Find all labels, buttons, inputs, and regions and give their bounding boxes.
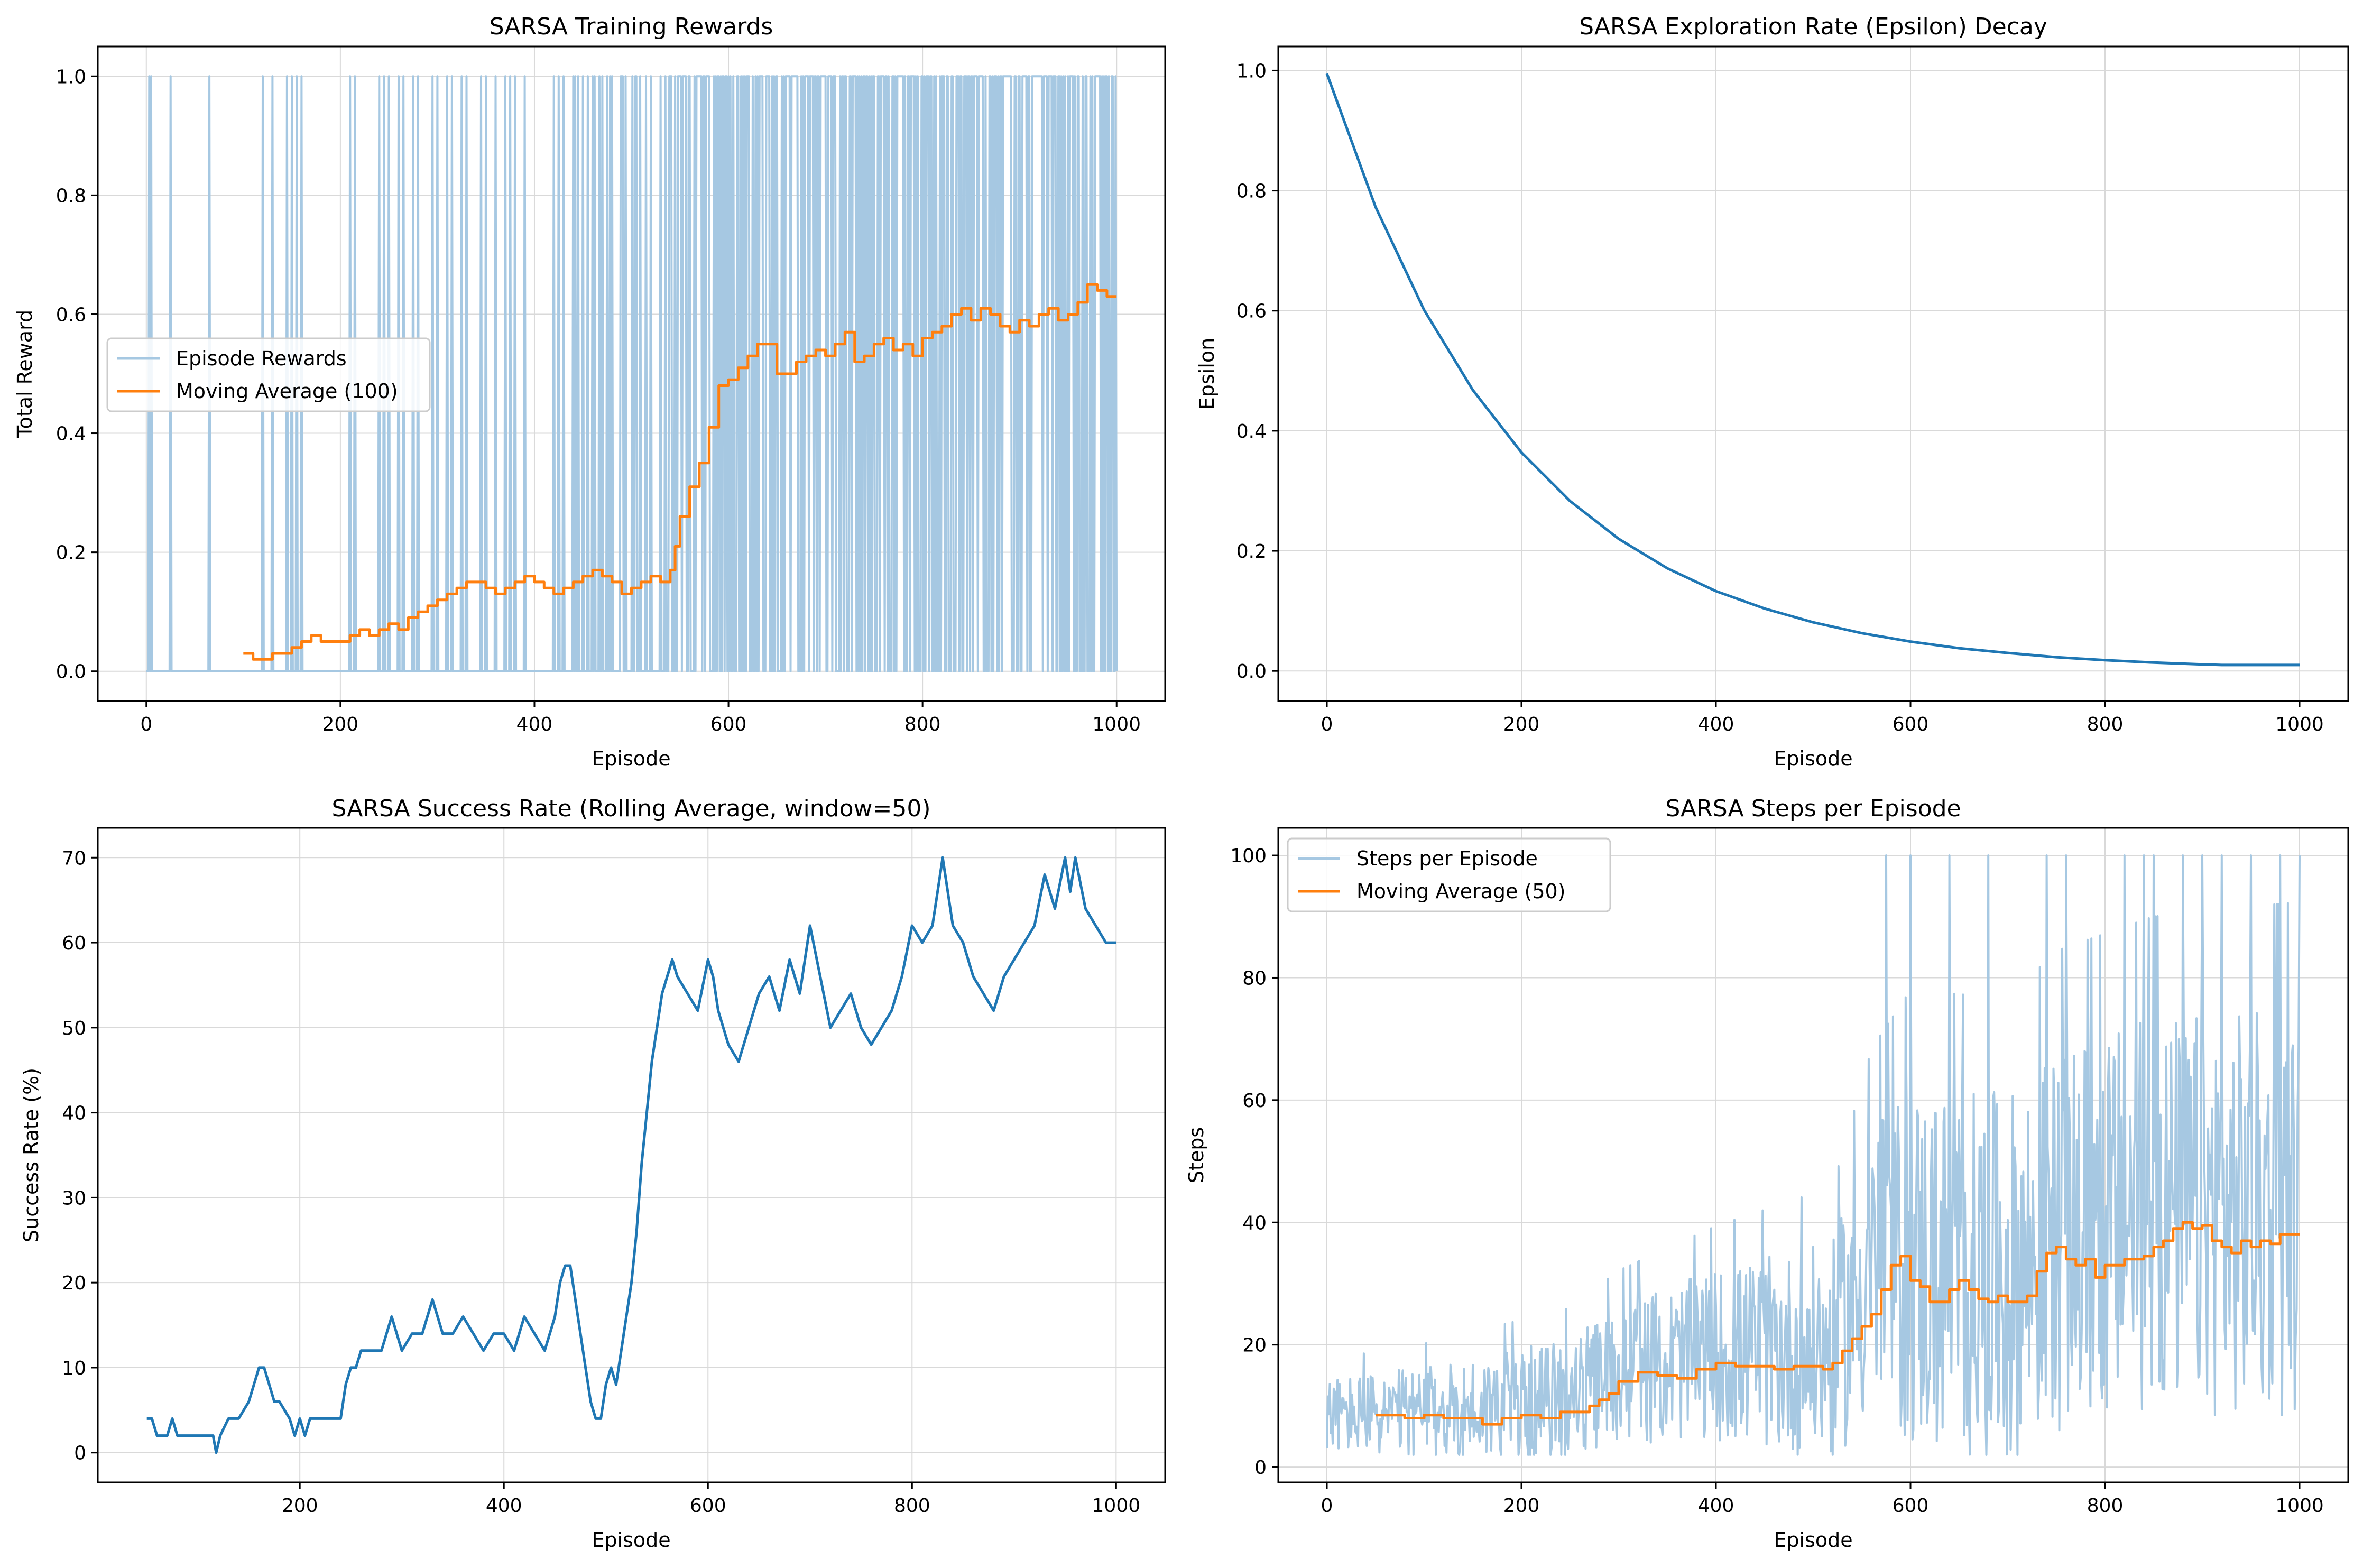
rewards-xtick-label: 1000 <box>1092 714 1141 735</box>
epsilon-series-line-line <box>1325 73 2300 667</box>
rewards-chart: SARSA Training Rewards 0 200 400 600 800 1000… <box>13 13 1166 770</box>
success-xtick-label: 400 <box>486 1495 522 1517</box>
epsilon-ytick-label: 0.2 <box>1236 541 1267 562</box>
rewards-chart-ylabel: Total Reward <box>13 310 36 438</box>
rewards-series-moving-average-line <box>243 283 1117 661</box>
steps-ytick-label: 0 <box>1254 1457 1267 1479</box>
success-ytick-label: 30 <box>62 1187 86 1209</box>
success-ytick-label: 40 <box>62 1103 86 1124</box>
epsilon-xtick-label: 600 <box>1893 714 1929 735</box>
success-ytick-label: 10 <box>62 1358 86 1379</box>
steps-ytick-label: 100 <box>1230 845 1267 867</box>
steps-ytick-label: 20 <box>1242 1335 1267 1357</box>
success-ytick-label: 60 <box>62 933 86 954</box>
rewards-ytick-label: 1.0 <box>56 66 86 88</box>
steps-ytick-label: 40 <box>1242 1212 1267 1234</box>
rewards-legend-label-episode: Episode Rewards <box>176 347 347 370</box>
success-ytick-label: 0 <box>74 1443 86 1464</box>
success-ytick-label: 70 <box>62 847 86 869</box>
success-series-line-line <box>146 856 1116 1454</box>
success-chart-xlabel: Episode <box>592 1528 670 1552</box>
steps-xtick-label: 1000 <box>2275 1495 2324 1517</box>
steps-chart: SARSA Steps per Episode 0 200 400 600 800 100… <box>1185 795 2349 1552</box>
success-xtick-label: 1000 <box>1092 1495 1141 1517</box>
epsilon-chart-xlabel: Episode <box>1774 747 1852 770</box>
epsilon-xtick-label: 0 <box>1321 714 1333 735</box>
rewards-ytick-label: 0.2 <box>56 542 86 564</box>
rewards-ytick-label: 0.8 <box>56 185 86 207</box>
rewards-xtick-label: 600 <box>710 714 747 735</box>
success-xtick-label: 600 <box>690 1495 726 1517</box>
rewards-chart-frame <box>97 45 1166 702</box>
rewards-ytick-label: 0.4 <box>56 423 86 445</box>
epsilon-xtick-label: 400 <box>1698 714 1734 735</box>
steps-xtick-label: 400 <box>1698 1495 1734 1517</box>
success-xtick-label: 200 <box>282 1495 318 1517</box>
success-chart-frame <box>97 827 1166 1483</box>
rewards-xtick-label: 800 <box>904 714 941 735</box>
epsilon-xtick-label: 800 <box>2087 714 2124 735</box>
rewards-xtick-label: 0 <box>140 714 152 735</box>
steps-chart-xlabel: Episode <box>1774 1528 1852 1552</box>
steps-xtick-label: 600 <box>1893 1495 1929 1517</box>
epsilon-ytick-label: 0.4 <box>1236 421 1267 442</box>
steps-ytick-label: 80 <box>1242 967 1267 989</box>
epsilon-ytick-label: 0.6 <box>1236 301 1267 322</box>
rewards-ytick-label: 0.0 <box>56 661 86 683</box>
steps-legend-label-episode: Steps per Episode <box>1356 847 1538 870</box>
rewards-chart-title: SARSA Training Rewards <box>490 13 773 40</box>
rewards-chart-xlabel: Episode <box>592 747 670 770</box>
epsilon-chart-ylabel: Epsilon <box>1195 338 1219 410</box>
epsilon-chart-title: SARSA Exploration Rate (Epsilon) Decay <box>1579 13 2047 40</box>
steps-ytick-label: 60 <box>1242 1090 1267 1112</box>
steps-xtick-label: 800 <box>2087 1495 2124 1517</box>
epsilon-chart-frame <box>1277 45 2349 702</box>
epsilon-ytick-label: 0.8 <box>1236 181 1267 202</box>
steps-series-raw-line <box>1326 854 2301 1456</box>
steps-chart-frame <box>1277 827 2349 1483</box>
epsilon-xtick-label: 200 <box>1503 714 1540 735</box>
steps-legend-box <box>1287 837 1611 912</box>
steps-series-moving-average-line <box>1376 1221 2300 1426</box>
steps-chart-ylabel: Steps <box>1185 1127 1208 1183</box>
rewards-xtick-label: 400 <box>516 714 553 735</box>
success-chart-title: SARSA Success Rate (Rolling Average, win… <box>332 795 931 822</box>
rewards-legend: Episode Rewards Moving Average (100) <box>106 337 431 412</box>
success-chart: SARSA Success Rate (Rolling Average, win… <box>20 795 1166 1552</box>
epsilon-ytick-label: 0.0 <box>1236 661 1267 682</box>
rewards-xtick-label: 200 <box>322 714 359 735</box>
success-ytick-label: 20 <box>62 1272 86 1294</box>
rewards-legend-label-ma: Moving Average (100) <box>176 380 398 403</box>
steps-xtick-label: 200 <box>1503 1495 1540 1517</box>
rewards-series-raw-line <box>146 75 1118 672</box>
success-xtick-label: 800 <box>894 1495 930 1517</box>
rewards-ytick-label: 0.6 <box>56 304 86 326</box>
success-ytick-label: 50 <box>62 1018 86 1039</box>
steps-chart-title: SARSA Steps per Episode <box>1665 795 1961 822</box>
steps-legend: Steps per Episode Moving Average (50) <box>1287 837 1611 912</box>
steps-xtick-label: 0 <box>1321 1495 1333 1517</box>
epsilon-ytick-label: 1.0 <box>1236 60 1267 82</box>
steps-legend-label-ma: Moving Average (50) <box>1356 880 1566 903</box>
rewards-legend-box <box>106 337 431 412</box>
success-chart-ylabel: Success Rate (%) <box>20 1068 43 1242</box>
epsilon-xtick-label: 1000 <box>2275 714 2324 735</box>
epsilon-chart: SARSA Exploration Rate (Epsilon) Decay 0… <box>1195 13 2349 770</box>
